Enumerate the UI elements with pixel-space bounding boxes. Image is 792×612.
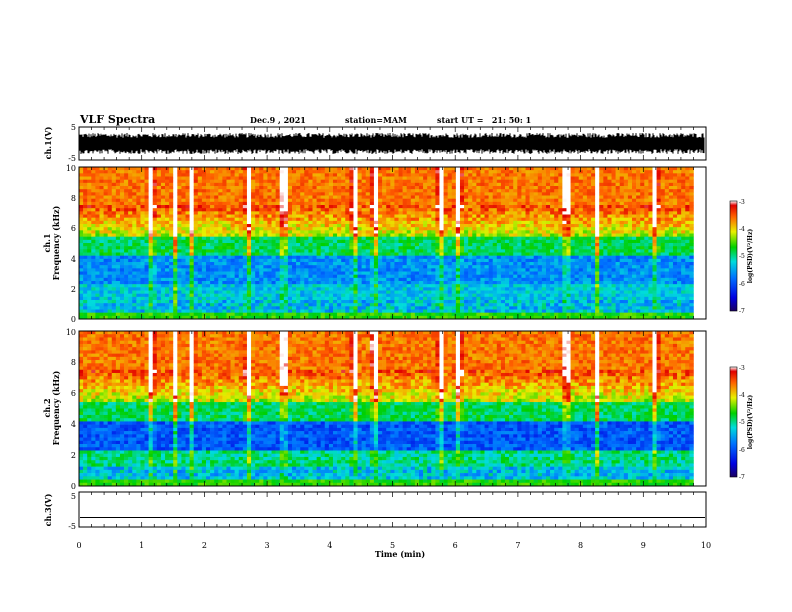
- cb1-tick-neg4: -4: [739, 226, 745, 233]
- ch3-ytick-neg5: -5: [68, 522, 76, 531]
- x-tick-label-1: 1: [139, 541, 144, 550]
- spec1-ytick-10: 10: [66, 164, 76, 173]
- spec2-ytick-2: 2: [71, 451, 76, 460]
- cb2-tick-neg5: -5: [739, 419, 745, 426]
- start-time-label: start UT = 21: 50: 1: [437, 115, 531, 125]
- date-label: Dec.9 , 2021: [250, 115, 306, 125]
- ch1-spectrogram-panel: 0 2 4 6 8 10 ch.1 Frequency (kHz): [42, 164, 707, 324]
- ch1-ytick-neg5: -5: [68, 154, 76, 163]
- spec2-ytick-6: 6: [71, 389, 76, 398]
- cb1-tick-neg6: -6: [739, 281, 745, 288]
- ch1-ytick-5: 5: [71, 123, 76, 132]
- cb2-tick-neg3: -3: [739, 365, 745, 372]
- x-tick-label-5: 5: [390, 541, 395, 550]
- spec1-ylabel-channel: ch.1: [42, 233, 52, 252]
- ch2-colorbar: -3 -4 -5 -6 -7 log(PSD)(V²/Hz): [729, 365, 754, 481]
- x-axis-ticks: [78, 127, 707, 527]
- x-tick-label-8: 8: [578, 541, 583, 550]
- spec2-ylabel-channel: ch.2: [42, 398, 52, 417]
- station-label: station=MAM: [345, 115, 407, 125]
- cb1-tick-neg7: -7: [739, 308, 745, 315]
- spec2-ylabel-frequency: Frequency (kHz): [51, 370, 61, 445]
- spec2-ytick-4: 4: [71, 420, 76, 429]
- spec1-ytick-4: 4: [71, 255, 76, 264]
- ch1-colorbar: -3 -4 -5 -6 -7 log(PSD)(V²/Hz): [729, 199, 754, 315]
- ch3-ylabel: ch.3(V): [43, 493, 53, 526]
- ch1-waveform-panel: 5 -5 ch.1(V): [43, 123, 707, 163]
- spec2-ytick-0: 0: [71, 482, 76, 491]
- x-axis-label: Time (min): [375, 549, 425, 559]
- ch1-waveform-trace: [79, 133, 705, 155]
- spec1-ytick-2: 2: [71, 285, 76, 294]
- figure-title: VLF Spectra: [79, 113, 155, 126]
- x-tick-label-3: 3: [265, 541, 270, 550]
- x-tick-label-2: 2: [202, 541, 207, 550]
- ch1-ylabel: ch.1(V): [43, 126, 53, 159]
- spec1-ytick-0: 0: [71, 315, 76, 324]
- x-tick-label-7: 7: [515, 541, 520, 550]
- cb1-tick-neg3: -3: [739, 199, 745, 206]
- ch2-spectrogram-panel: 0 2 4 6 8 10 ch.2 Frequency (kHz): [42, 328, 707, 491]
- x-tick-label-10: 10: [701, 541, 711, 550]
- x-tick-label-9: 9: [641, 541, 646, 550]
- cb1-tick-neg5: -5: [739, 253, 745, 260]
- spec1-ylabel-frequency: Frequency (kHz): [51, 205, 61, 280]
- spec2-ytick-10: 10: [66, 328, 76, 337]
- x-tick-label-0: 0: [76, 541, 81, 550]
- x-axis-tick-labels: 0 1 2 3 4 5 6 7 8 9 10: [76, 541, 711, 550]
- spec2-ytick-8: 8: [71, 358, 76, 367]
- ch2-spectrogram-image: [79, 331, 694, 487]
- ch3-ytick-5: 5: [71, 492, 76, 501]
- spec1-ytick-6: 6: [71, 224, 76, 233]
- x-tick-label-6: 6: [453, 541, 458, 550]
- ch1-spectrogram-image: [79, 167, 694, 320]
- x-tick-label-4: 4: [327, 541, 332, 550]
- cb2-tick-neg6: -6: [739, 447, 745, 454]
- ch3-waveform-panel: 5 -5 ch.3(V): [43, 491, 707, 531]
- cb2-tick-neg4: -4: [739, 392, 745, 399]
- spec1-ytick-8: 8: [71, 194, 76, 203]
- cb2-tick-neg7: -7: [739, 474, 745, 481]
- cb1-label: log(PSD)(V²/Hz): [747, 229, 754, 284]
- cb2-label: log(PSD)(V²/Hz): [747, 395, 754, 450]
